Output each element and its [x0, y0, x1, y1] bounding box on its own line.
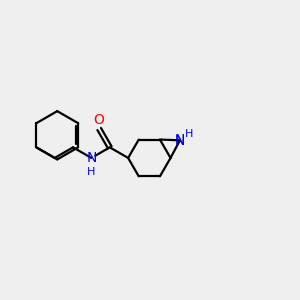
Text: H: H [185, 129, 193, 139]
Text: H: H [87, 167, 96, 177]
Text: O: O [94, 113, 105, 127]
Text: N: N [175, 134, 185, 148]
Text: N: N [174, 133, 184, 147]
Text: N: N [86, 151, 97, 165]
